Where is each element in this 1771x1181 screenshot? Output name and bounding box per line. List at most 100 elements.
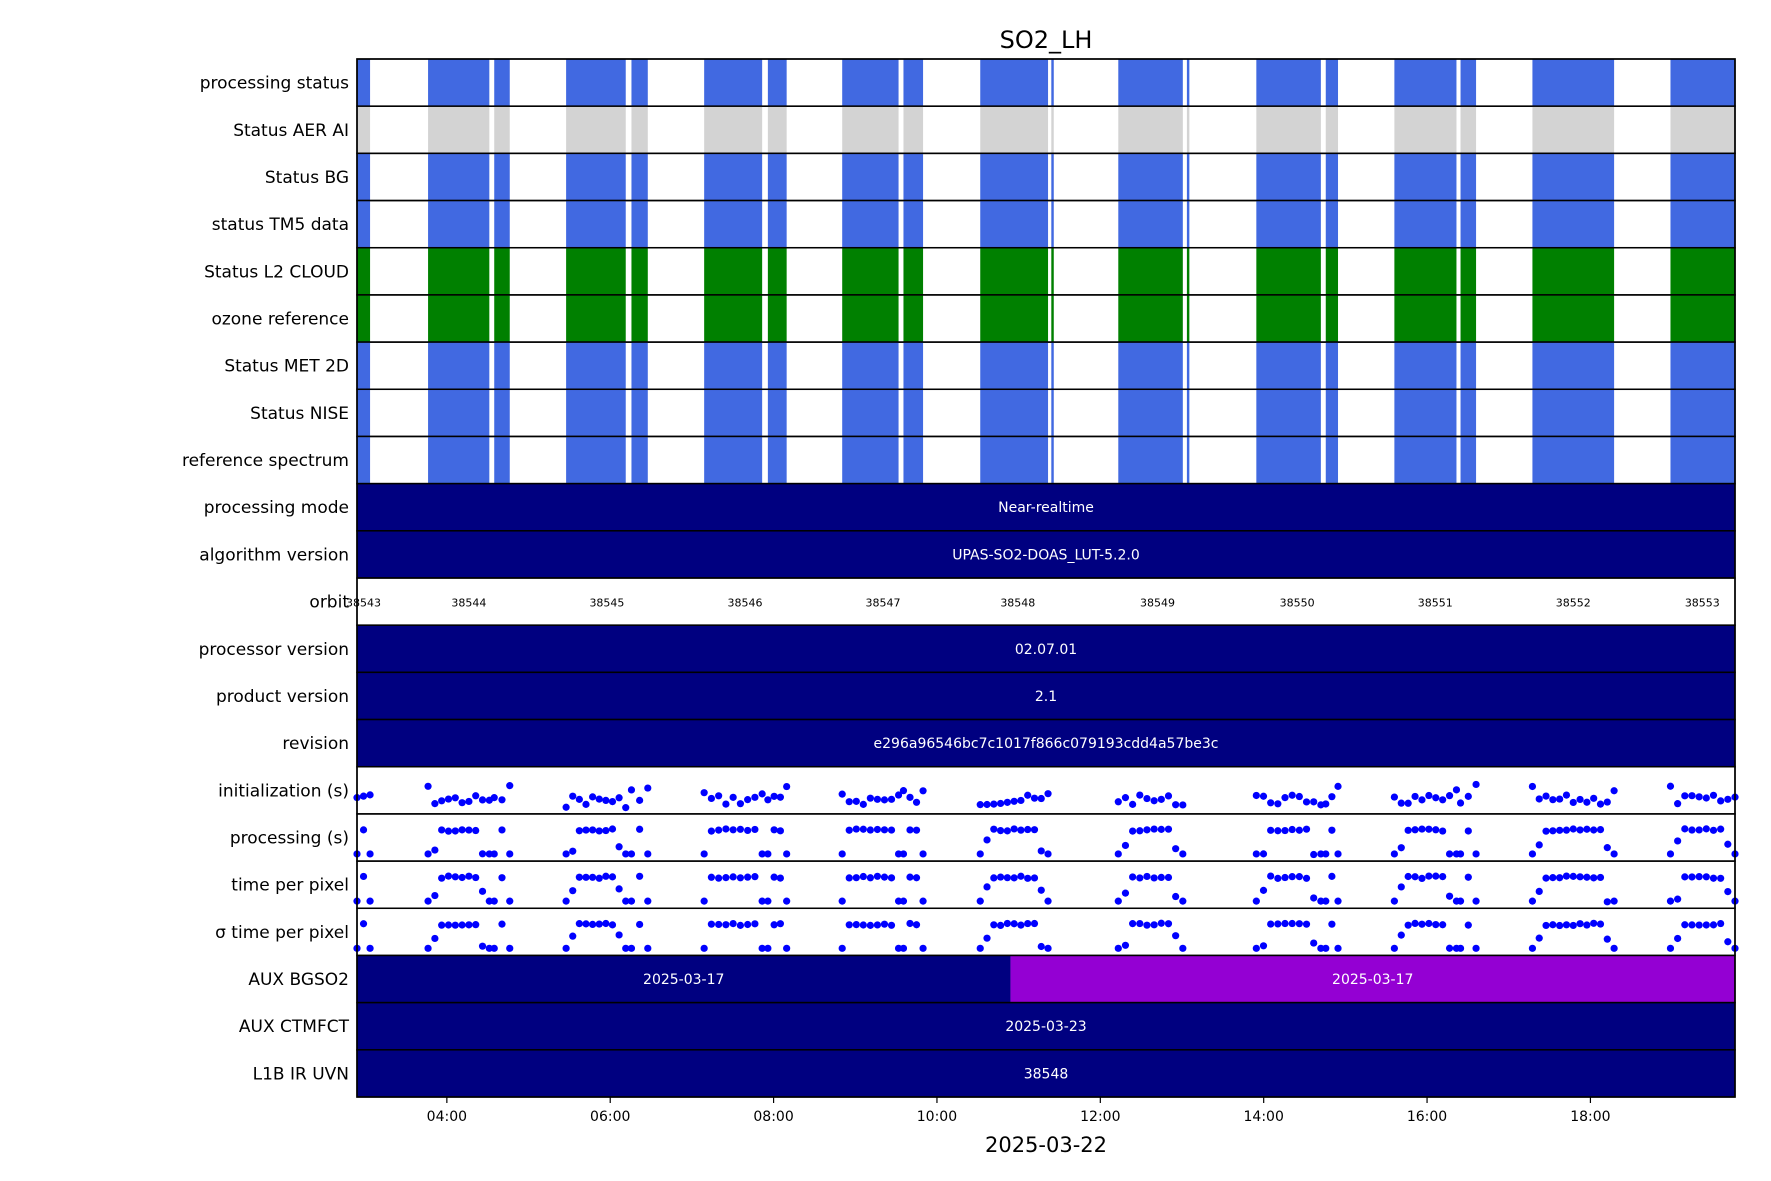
status-segment (1394, 247, 1457, 295)
status-segment (357, 389, 371, 437)
scatter-point (1179, 850, 1187, 858)
scatter-point (1259, 886, 1268, 894)
status-segment (1532, 59, 1615, 107)
row-label: Status AER AI (233, 121, 349, 141)
scatter-point (644, 850, 652, 858)
scatter-point (602, 919, 610, 928)
scatter-point (1143, 872, 1151, 881)
scatter-point (1274, 800, 1282, 808)
scatter-point (1717, 825, 1725, 833)
scatter-point (431, 846, 439, 854)
status-segment (980, 389, 1049, 437)
status-segment (1118, 342, 1183, 390)
scatter-point (976, 850, 984, 858)
scatter-point (729, 826, 737, 834)
status-segment (1532, 106, 1615, 154)
scatter-point (1157, 919, 1165, 927)
scatter-point (1017, 796, 1025, 805)
status-segment (1325, 389, 1339, 437)
status-segment (1051, 59, 1054, 107)
scatter-point (873, 795, 882, 803)
bar-segment-label: 02.07.01 (1015, 642, 1077, 658)
scatter-point (608, 825, 617, 833)
scatter-point (751, 873, 759, 881)
scatter-point (722, 800, 730, 808)
scatter-point (1003, 874, 1011, 882)
scatter-point (770, 921, 778, 929)
row-6: Status MET 2D (224, 341, 1736, 391)
scatter-point (562, 897, 570, 905)
scatter-point (366, 944, 374, 952)
scatter-point (1439, 872, 1447, 881)
status-segment (428, 153, 490, 201)
scatter-point (1143, 794, 1151, 803)
scatter-point (1724, 795, 1732, 803)
scatter-point (912, 798, 921, 806)
scatter-point (498, 826, 506, 834)
row-20: AUX CTMFCT 2025-03-23 (239, 1001, 1736, 1051)
row-label: Status L2 CLOUD (204, 262, 349, 282)
scatter-point (1610, 944, 1618, 952)
scatter-point (490, 944, 498, 952)
scatter-point (1456, 850, 1465, 858)
scatter-point (1583, 921, 1591, 929)
scatter-point (906, 793, 914, 801)
status-segment (566, 342, 626, 390)
scatter-point (1681, 921, 1689, 929)
scatter-point (1562, 921, 1571, 929)
status-segment (428, 59, 490, 107)
scatter-point (899, 944, 908, 952)
status-segment (842, 294, 899, 343)
scatter-point (1425, 825, 1433, 833)
scatter-point (919, 897, 927, 905)
scatter-point (1281, 873, 1289, 882)
scatter-point (1404, 799, 1412, 807)
status-segment (1186, 59, 1190, 107)
status-segment (1460, 247, 1477, 295)
scatter-point (1322, 800, 1330, 808)
scatter-point (1010, 920, 1018, 928)
scatter-point (1179, 944, 1187, 952)
scatter-point (478, 887, 487, 895)
scatter-point (852, 920, 860, 929)
scatter-point (887, 874, 896, 882)
scatter-point (1310, 894, 1318, 902)
scatter-point (1259, 850, 1268, 858)
status-segment (1460, 106, 1477, 154)
scatter-point (838, 944, 846, 952)
status-segment (1256, 106, 1321, 154)
scatter-point (736, 825, 745, 833)
row-8: reference spectrum (182, 435, 1736, 485)
status-segment (1118, 59, 1183, 107)
status-segment (903, 389, 924, 437)
status-segment (842, 153, 899, 201)
row-label: orbit (309, 593, 349, 613)
scatter-point (996, 799, 1005, 808)
status-segment (1532, 342, 1615, 390)
scatter-point (736, 800, 745, 808)
scatter-point (1549, 921, 1557, 929)
scatter-point (1295, 826, 1303, 834)
scatter-point (1037, 886, 1045, 894)
bar-segment-label: Near-realtime (998, 500, 1094, 516)
scatter-point (990, 921, 998, 929)
scatter-point (1603, 935, 1611, 943)
scatter-point (715, 792, 723, 800)
scatter-point (1590, 919, 1598, 927)
scatter-point (615, 794, 623, 802)
scatter-point (458, 921, 466, 929)
status-segment (494, 342, 510, 390)
orbit-label: 38549 (1140, 597, 1175, 610)
scatter-point (1432, 826, 1440, 834)
status-segment (566, 106, 626, 154)
status-segment (980, 247, 1049, 295)
x-tick-label: 06:00 (590, 1109, 630, 1125)
scatter-point (451, 794, 459, 802)
status-segment (357, 59, 371, 107)
scatter-point (1252, 850, 1260, 858)
status-segment (1394, 294, 1457, 343)
scatter-point (1425, 791, 1433, 800)
scatter-point (751, 793, 759, 801)
status-segment (357, 106, 371, 154)
scatter-point (359, 872, 368, 881)
